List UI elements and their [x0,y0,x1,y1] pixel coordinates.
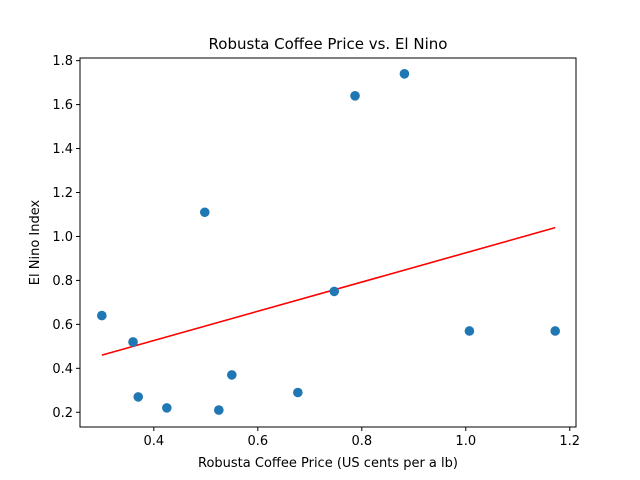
data-point [133,392,144,402]
data-point [293,387,303,398]
data-point [214,405,224,415]
y-tick-label: 1.2 [52,186,73,201]
data-point [128,337,138,347]
data-point [464,326,475,336]
data-point [329,286,340,297]
y-axis-ticks: 0.2 0.4 0.6 0.8 1.0 1.2 1.4 1.6 1.8 [52,54,80,421]
x-tick-label: 1.2 [559,434,580,449]
data-point [350,91,360,101]
data-point [227,370,237,380]
x-tick-label: 0.8 [351,434,372,449]
y-tick-label: 1.6 [52,98,73,113]
plot-area: 0.4 0.6 0.8 1.0 1.2 0.2 0.4 0.6 0.8 1.0 1.2 1.4 1.6… [52,54,580,449]
chart-title: Robusta Coffee Price vs. El Nino [209,35,448,53]
x-axis-ticks: 0.4 0.6 0.8 1.0 1.2 [143,427,580,449]
trendline-group [101,226,556,356]
plot-frame [79,57,577,428]
x-axis-label: Robusta Coffee Price (US cents per a lb) [198,456,458,471]
data-points [97,69,561,415]
data-point [97,310,107,321]
data-point [162,403,172,413]
y-tick-label: 1.4 [52,142,73,157]
y-tick-label: 1.8 [52,54,73,69]
y-tick-label: 1.0 [52,230,73,245]
x-tick-label: 0.6 [247,434,268,449]
y-tick-label: 0.8 [52,274,73,289]
y-tick-label: 0.6 [52,318,73,333]
x-tick-label: 0.4 [143,434,164,449]
y-tick-label: 0.4 [52,362,73,377]
data-point [199,207,210,218]
data-point [550,326,561,336]
data-point [399,69,410,79]
trendline [101,226,556,356]
y-tick-label: 0.2 [52,406,73,421]
y-axis-label: El Nino Index [28,199,43,285]
x-tick-label: 1.0 [455,434,476,449]
